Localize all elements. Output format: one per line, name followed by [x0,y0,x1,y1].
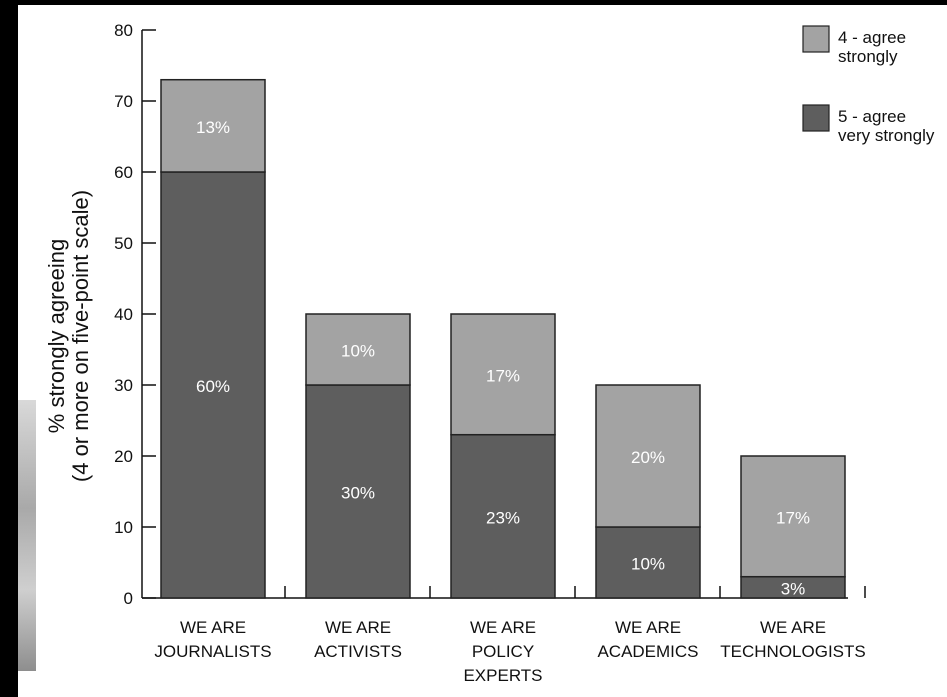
bar-value-label: 10% [631,555,665,574]
y-tick-label: 80 [114,21,133,40]
bar-segment [595,384,701,528]
y-tick-label: 70 [114,92,133,111]
category-label: ACADEMICS [597,642,698,661]
legend-swatch [802,25,830,53]
legend-label: 4 - agree [838,28,906,47]
background-photo-strip [18,400,36,671]
category-label: WE ARE [325,618,391,637]
bars: 60% 30% 23% 10% 3% 13% 10% 17% 20% 17% [160,78,846,599]
category-label: POLICY [472,642,534,661]
category-label: WE ARE [470,618,536,637]
bar-value-label: 10% [341,342,375,361]
category-labels: WE ARE JOURNALISTS WE ARE ACTIVISTS WE ARE PO… [154,618,865,685]
bar-value-label: 13% [196,118,230,137]
y-axis-title: (4 or more on five-point scale) [68,190,93,482]
legend-label: strongly [838,47,898,66]
y-axis-label: % strongly agreeing (4 or more on five-po… [44,190,93,482]
bar-segment [450,433,556,599]
bar-value-label: 23% [486,508,520,527]
bar-segment [305,313,411,386]
category-label: ACTIVISTS [314,642,402,661]
bar-segment [160,78,266,173]
bar-value-label: 60% [196,377,230,396]
bar-value-label: 20% [631,448,665,467]
category-label: WE ARE [180,618,246,637]
legend-label: very strongly [838,126,935,145]
legend-swatch [802,104,830,132]
y-tick-label: 10 [114,518,133,537]
bar-segment [160,171,266,599]
bar-value-label: 30% [341,484,375,503]
category-label: TECHNOLOGISTS [720,642,865,661]
bar-segment [305,384,411,599]
y-tick-label: 40 [114,305,133,324]
y-tick-label: 20 [114,447,133,466]
y-axis-title: % strongly agreeing [44,239,69,433]
stacked-bar-chart: % strongly agreeing (4 or more on five-po… [44,21,935,685]
category-label: JOURNALISTS [154,642,271,661]
bar-value-label: 17% [776,508,810,527]
bar-segment [595,526,701,599]
y-tick-label: 50 [114,234,133,253]
y-tick-label: 60 [114,163,133,182]
legend-label: 5 - agree [838,107,906,126]
category-label: EXPERTS [463,666,542,685]
y-tick-label: 30 [114,376,133,395]
category-label: WE ARE [615,618,681,637]
bar-value-label: 3% [781,579,806,598]
chart-frame: % strongly agreeing (4 or more on five-po… [18,5,947,697]
y-tick-label: 0 [124,589,133,608]
bar-segment [740,455,846,578]
category-label: WE ARE [760,618,826,637]
bar-segment [450,313,556,436]
bar-value-label: 17% [486,366,520,385]
